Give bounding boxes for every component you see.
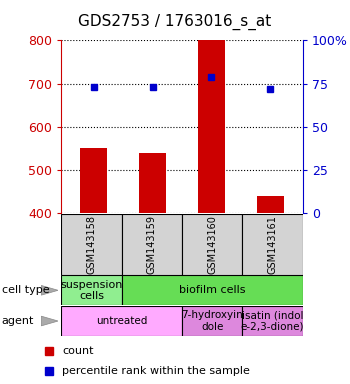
- Text: percentile rank within the sample: percentile rank within the sample: [62, 366, 250, 376]
- Bar: [242, 306, 303, 336]
- Polygon shape: [41, 316, 58, 326]
- Bar: [80, 148, 107, 213]
- Text: GSM143159: GSM143159: [147, 215, 157, 274]
- Text: biofilm cells: biofilm cells: [179, 285, 245, 295]
- Text: count: count: [62, 346, 93, 356]
- Text: GSM143161: GSM143161: [267, 215, 278, 274]
- Text: GSM143158: GSM143158: [86, 215, 97, 274]
- Text: suspension
cells: suspension cells: [60, 280, 122, 301]
- Text: 7-hydroxyin
dole: 7-hydroxyin dole: [181, 310, 243, 332]
- Bar: [139, 152, 166, 213]
- Text: untreated: untreated: [96, 316, 147, 326]
- Bar: [198, 40, 225, 213]
- Bar: [257, 196, 284, 213]
- Bar: [182, 214, 242, 275]
- Bar: [182, 306, 242, 336]
- Bar: [61, 306, 182, 336]
- Polygon shape: [41, 285, 58, 295]
- Bar: [242, 214, 303, 275]
- Text: GDS2753 / 1763016_s_at: GDS2753 / 1763016_s_at: [78, 13, 272, 30]
- Text: agent: agent: [2, 316, 34, 326]
- Text: isatin (indol
e-2,3-dione): isatin (indol e-2,3-dione): [241, 310, 304, 332]
- Bar: [122, 214, 182, 275]
- Bar: [122, 275, 303, 305]
- Text: cell type: cell type: [2, 285, 49, 295]
- Text: GSM143160: GSM143160: [207, 215, 217, 274]
- Bar: [61, 275, 122, 305]
- Bar: [61, 214, 122, 275]
